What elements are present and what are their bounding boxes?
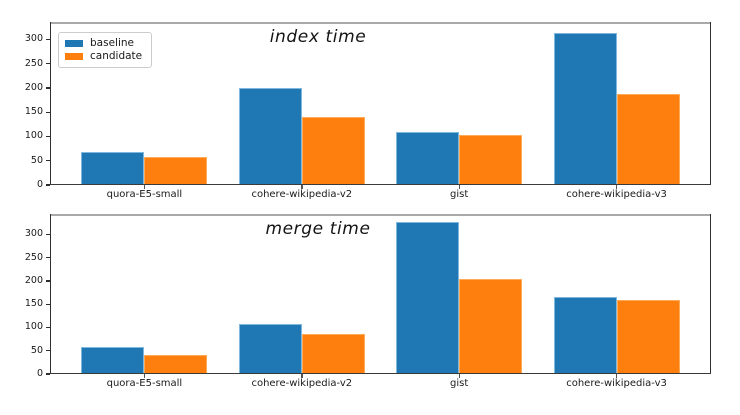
y-tick-label: 300	[24, 33, 43, 45]
plot-border-bottom	[50, 183, 711, 185]
y-tick-mark	[46, 38, 50, 41]
candidate-color-swatch-icon	[65, 53, 83, 60]
plot-border-bottom	[50, 372, 711, 374]
y-tick-mark	[46, 160, 50, 162]
plot-border-top	[50, 22, 711, 24]
y-tick-label: 0	[36, 179, 43, 190]
plot-border-right	[709, 22, 711, 185]
bar-baseline-cohere-wikipedia-v2	[238, 87, 302, 185]
chart-title-index-time: index time	[269, 27, 367, 47]
y-tick-mark	[46, 87, 50, 89]
y-tick-label: 0	[36, 368, 43, 379]
x-tick-label: cohere-wikipedia-v2	[251, 189, 353, 200]
bar-candidate-gist	[459, 279, 523, 374]
bar-candidate-cohere-wikipedia-v2	[301, 333, 365, 374]
y-tick-label: 150	[24, 106, 43, 118]
legend-label-baseline: baseline	[90, 37, 134, 49]
y-tick-label: 250	[24, 57, 43, 69]
bar-baseline-gist	[396, 131, 460, 185]
plot-border-left	[50, 22, 52, 185]
y-tick-label: 100	[24, 130, 43, 142]
legend: baseline candidate	[58, 32, 153, 68]
chart-title-merge-time: merge time	[265, 219, 371, 239]
y-tick-label: 50	[30, 344, 43, 356]
bar-candidate-cohere-wikipedia-v3	[616, 93, 680, 185]
legend-item-baseline: baseline	[65, 37, 142, 50]
bar-candidate-quora-E5-small	[144, 156, 208, 185]
y-tick-label: 300	[24, 228, 43, 240]
y-tick-label: 100	[24, 321, 43, 333]
bar-candidate-gist	[459, 134, 523, 185]
legend-label-candidate: candidate	[90, 50, 143, 62]
y-tick-mark	[46, 184, 50, 186]
baseline-color-swatch-icon	[65, 40, 83, 47]
bar-baseline-gist	[396, 222, 460, 374]
y-tick-mark	[46, 326, 50, 329]
y-tick-mark	[46, 63, 50, 65]
x-tick-label: cohere-wikipedia-v2	[251, 378, 353, 389]
bar-baseline-quora-E5-small	[81, 346, 145, 374]
x-tick-label: quora-E5-small	[106, 189, 183, 200]
index-time-plot: index time baseline candidate	[50, 22, 711, 185]
y-tick-label: 200	[24, 81, 43, 93]
x-tick-label: quora-E5-small	[106, 378, 183, 389]
x-tick-label: cohere-wikipedia-v3	[566, 378, 667, 389]
bar-candidate-quora-E5-small	[144, 355, 208, 374]
x-tick-label: gist	[450, 378, 469, 389]
bar-baseline-cohere-wikipedia-v3	[553, 296, 617, 374]
y-tick-mark	[46, 257, 50, 259]
bar-baseline-quora-E5-small	[81, 151, 145, 185]
y-tick-mark	[46, 350, 50, 352]
merge-time-plot: merge time	[50, 214, 711, 374]
x-tick-mark	[458, 374, 460, 378]
y-tick-mark	[46, 135, 50, 138]
x-tick-mark	[301, 374, 303, 378]
x-tick-mark	[301, 185, 303, 189]
x-tick-mark	[616, 374, 618, 378]
bar-baseline-cohere-wikipedia-v3	[553, 32, 617, 185]
x-tick-mark	[458, 185, 460, 189]
y-tick-mark	[46, 280, 50, 282]
y-tick-mark	[46, 303, 50, 305]
legend-item-candidate: candidate	[65, 50, 142, 63]
y-tick-label: 250	[24, 251, 43, 263]
plot-border-top	[50, 214, 711, 216]
y-tick-label: 50	[30, 154, 43, 166]
plot-border-left	[50, 214, 52, 374]
x-tick-label: gist	[450, 189, 469, 200]
x-tick-label: cohere-wikipedia-v3	[566, 189, 667, 200]
plot-border-right	[709, 214, 711, 374]
y-tick-mark	[46, 233, 50, 236]
y-tick-mark	[46, 111, 50, 113]
bar-baseline-cohere-wikipedia-v2	[238, 323, 302, 374]
y-tick-mark	[46, 373, 50, 375]
y-tick-label: 200	[24, 274, 43, 286]
x-tick-mark	[143, 374, 146, 378]
bar-candidate-cohere-wikipedia-v2	[301, 116, 365, 185]
y-tick-label: 150	[24, 298, 43, 310]
bar-candidate-cohere-wikipedia-v3	[616, 299, 680, 374]
x-tick-mark	[616, 185, 618, 189]
x-tick-mark	[143, 185, 146, 189]
